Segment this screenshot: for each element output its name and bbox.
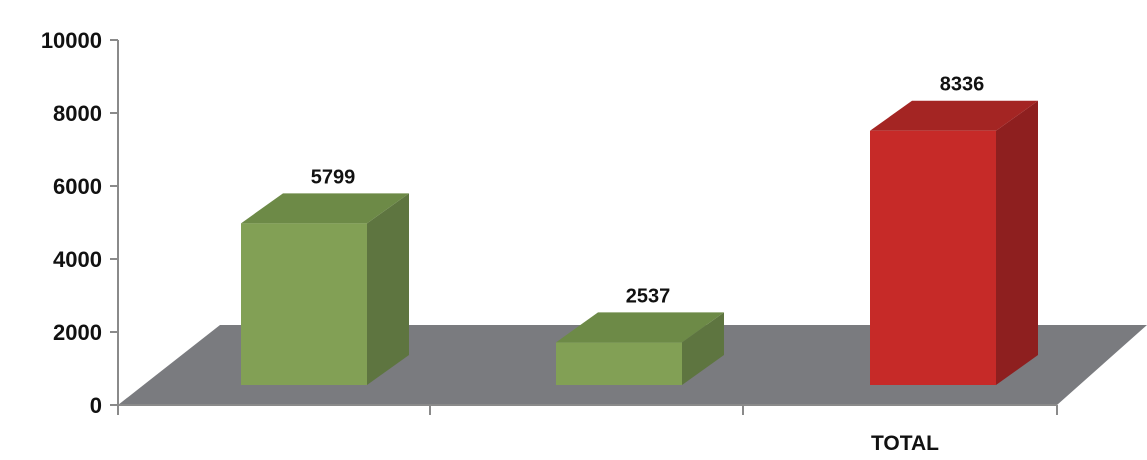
y-tick-label: 2000: [53, 320, 102, 345]
data-label: 5799: [311, 166, 356, 188]
x-category-label: TOTAL: [871, 432, 939, 455]
y-tick-label: 6000: [53, 174, 102, 199]
chart-labels: 0 2000 4000 6000 8000 10000 5799 2537 8336 TOTAL: [41, 28, 984, 455]
chart-bars: [241, 100, 1038, 386]
bar-side: [682, 312, 724, 385]
chart-axes: [110, 39, 1058, 415]
y-tick-label: 8000: [53, 101, 102, 126]
bar-side: [367, 193, 409, 385]
data-label: 2537: [626, 285, 671, 307]
y-tick-label: 10000: [41, 28, 102, 53]
bar-top: [870, 100, 1038, 131]
bar-front: [241, 223, 367, 385]
bar-front: [870, 130, 996, 385]
bar-top: [241, 193, 409, 224]
bar-2: [556, 312, 724, 385]
bar-front: [556, 342, 682, 385]
bar-3: [870, 100, 1038, 386]
data-label: 8336: [940, 74, 985, 96]
bar-side: [996, 100, 1038, 386]
y-tick-label: 0: [90, 393, 102, 418]
bar-top: [556, 312, 724, 343]
y-tick-label: 4000: [53, 247, 102, 272]
bar-1: [241, 193, 409, 385]
